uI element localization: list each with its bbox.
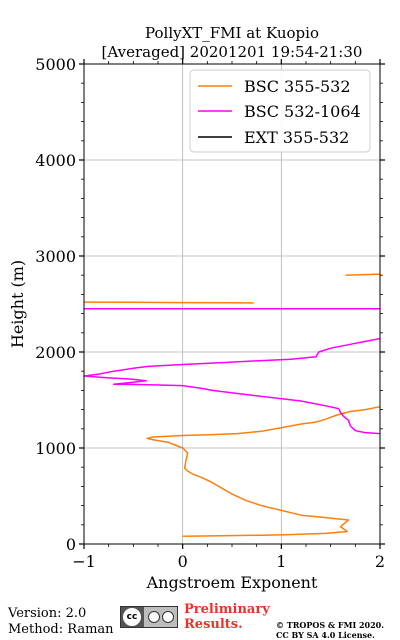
y-axis-label: Height (m) — [8, 260, 27, 348]
by-sa-icon — [144, 607, 177, 627]
x-tick-label: −1 — [72, 552, 96, 571]
footer-meta: Version: 2.0 Method: Raman — [8, 606, 114, 638]
legend-label-ext-355-532: EXT 355-532 — [244, 128, 349, 147]
x-tick-label: 1 — [276, 552, 286, 571]
legend-box — [189, 69, 371, 153]
legend-label-bsc-355-532: BSC 355-532 — [244, 77, 351, 96]
cc-logo-icon: cc — [123, 608, 141, 626]
chart-title: PollyXT_FMI at Kuopio — [145, 24, 319, 42]
preliminary-line-1: Preliminary — [184, 602, 270, 617]
y-tick-label: 0 — [66, 535, 76, 554]
version-text: Version: 2.0 — [8, 606, 87, 621]
y-tick-label: 4000 — [35, 151, 76, 170]
y-tick-label: 1000 — [35, 439, 76, 458]
series-line-bsc-355-532-segment-1 — [83, 301, 254, 304]
angstroem-profile-chart: PollyXT_FMI at Kuopio [Averaged] 2020120… — [8, 24, 385, 592]
x-tick-label: 2 — [375, 552, 385, 571]
legend-label-bsc-532-1064: BSC 532-1064 — [244, 102, 361, 121]
y-tick-label: 3000 — [35, 247, 76, 266]
series-layer — [83, 273, 381, 538]
x-tick-label: 0 — [178, 552, 188, 571]
method-text: Method: Raman — [8, 622, 114, 637]
legend: BSC 355-532 BSC 532-1064 EXT 355-532 — [189, 69, 371, 153]
copyright-line-1: © TROPOS & FMI 2020. — [276, 620, 385, 630]
preliminary-line-2: Results. — [184, 617, 243, 632]
copyright-notice: © TROPOS & FMI 2020. CC BY SA 4.0 Licens… — [276, 620, 384, 640]
series-line-bsc-355-532-segment-2 — [345, 273, 380, 276]
series-line-bsc-532-1064-segment-0 — [83, 337, 381, 435]
chart-subtitle: [Averaged] 20201201 19:54-21:30 — [102, 43, 363, 61]
y-tick-label: 5000 — [35, 55, 76, 74]
series-line-bsc-355-532-segment-0 — [146, 405, 381, 538]
preliminary-notice: Preliminary Results. — [184, 602, 270, 632]
y-tick-label: 2000 — [35, 343, 76, 362]
cc-by-sa-icon: cc — [120, 606, 178, 628]
x-axis-label: Angstroem Exponent — [146, 573, 318, 592]
copyright-line-2: CC BY SA 4.0 License. — [276, 630, 375, 640]
